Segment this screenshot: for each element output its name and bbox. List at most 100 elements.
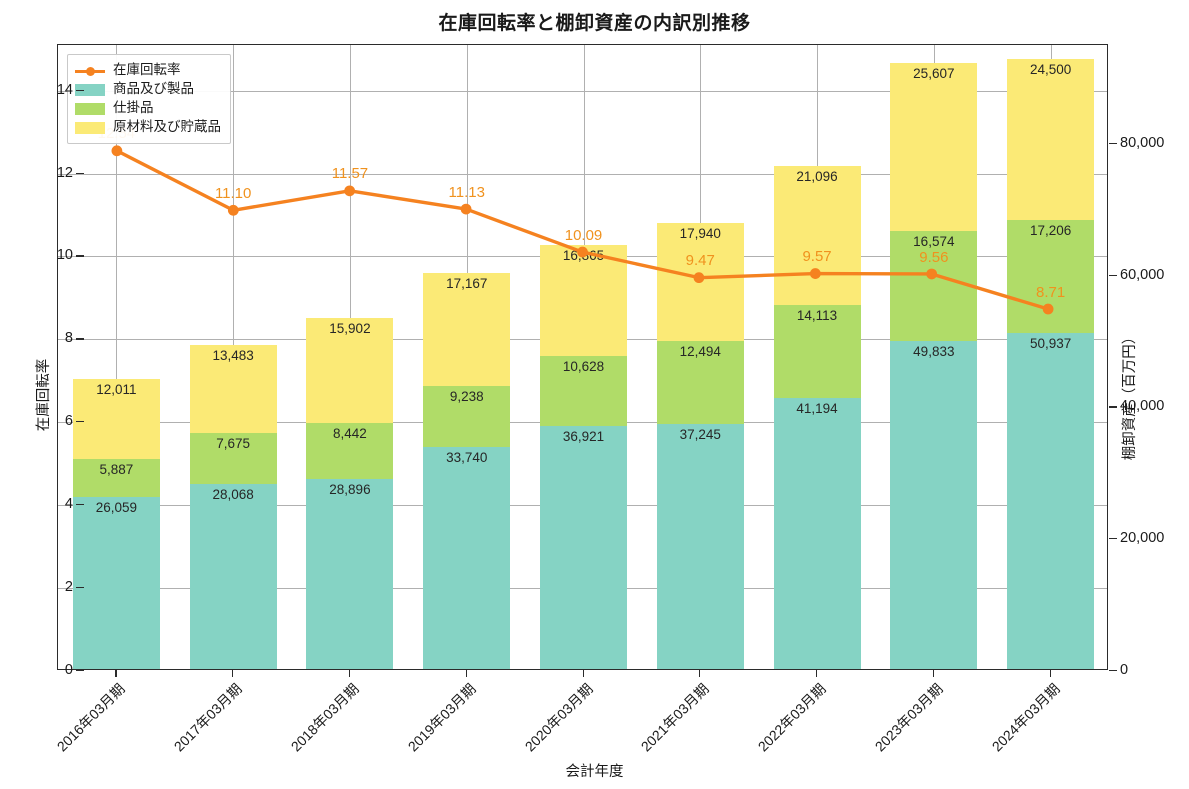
x-tick-label: 2020年03月期 [521,680,596,755]
bar-stack[interactable]: 28,068 7,675 13,483 [189,43,277,669]
line-marker[interactable] [809,268,821,279]
line-value-label: 11.13 [448,183,485,201]
bar-segment-2[interactable]: 10,628 [540,355,627,426]
plot-area: 26,059 5,887 12,011 28,068 7,675 13,483 28,896… [57,44,1108,670]
y-tick-left: 12 [57,165,84,181]
legend-item[interactable]: 商品及び製品 [75,80,221,99]
bar-segment-3[interactable]: 15,902 [306,318,394,423]
line-marker[interactable] [460,203,472,215]
legend-line-icon [75,65,105,77]
legend-label: 商品及び製品 [113,81,194,97]
bar-stack[interactable]: 37,245 12,494 17,940 [656,43,744,669]
bar-value-label: 5,887 [99,461,134,477]
legend-swatch [75,102,105,115]
line-value-label: 9.56 [919,248,949,266]
bar-segment-1[interactable]: 41,194 [773,397,861,669]
bar-value-label: 7,675 [216,436,251,452]
y-axis-left-label: 在庫回転率 [35,358,52,431]
tick-mark [1109,538,1117,540]
line-marker[interactable] [111,145,123,157]
bar-segment-2[interactable]: 14,113 [773,304,861,398]
bar-segment-1[interactable]: 28,896 [306,478,394,669]
bar-stack[interactable]: 26,059 5,887 12,011 [72,43,160,669]
bar-value-label: 10,628 [562,358,605,374]
bar-segment-1[interactable]: 28,068 [189,484,277,669]
line-marker[interactable] [227,204,239,216]
bar-segment-1[interactable]: 49,833 [890,340,978,669]
bar-segment-1[interactable]: 33,740 [423,446,511,669]
bar-segment-3[interactable]: 24,500 [1007,58,1095,220]
bar-segment-1[interactable]: 26,059 [72,497,160,669]
bar-segment-2[interactable]: 8,442 [306,422,394,479]
bar-segment-1[interactable]: 36,921 [540,425,627,669]
bar-value-label: 17,167 [446,275,488,291]
tick-mark [76,338,84,340]
legend-item[interactable]: 原材料及び貯蔵品 [75,118,221,137]
bar-stack[interactable]: 41,194 14,113 21,096 [773,43,861,669]
x-tick-label: 2023年03月期 [871,680,946,755]
bar-segment-2[interactable]: 5,887 [72,458,160,498]
bar-segment-2[interactable]: 17,206 [1007,219,1095,334]
bar-value-label: 37,245 [679,426,721,442]
line-value-label: 11.57 [331,165,369,183]
bar-stack[interactable]: 49,833 16,574 25,607 [890,43,978,669]
x-tick-mark [348,670,351,677]
bar-segment-1[interactable]: 37,245 [656,423,744,669]
bar-value-label: 12,011 [96,382,137,398]
bar-stack[interactable]: 33,740 9,238 17,167 [423,43,511,669]
gridline [58,173,1107,175]
legend-item[interactable]: 在庫回転率 [75,61,221,80]
legend-swatch [75,83,105,96]
line-marker[interactable] [693,272,705,284]
x-tick-mark [582,670,584,677]
x-tick-mark [932,670,935,677]
bar-segment-3[interactable]: 16,865 [540,244,627,356]
bar-value-label: 26,059 [95,500,138,516]
tick-mark [1109,670,1117,672]
x-tick-label: 2021年03月期 [637,680,712,755]
tick-mark [1109,274,1117,276]
bar-segment-3[interactable]: 21,096 [773,165,861,305]
bar-value-label: 33,740 [446,449,488,465]
line-marker[interactable] [577,246,588,258]
bar-stack[interactable]: 36,921 10,628 16,865 [540,43,627,669]
bar-segment-2[interactable]: 12,494 [656,341,744,424]
bar-segment-1[interactable]: 50,937 [1007,333,1095,669]
line-value-label: 9.57 [802,248,832,266]
bar-segment-3[interactable]: 17,167 [423,272,511,386]
y-tick-left: 6 [65,413,84,429]
line-marker[interactable] [926,268,938,280]
bar-value-label: 41,194 [796,400,838,416]
tick-mark [76,670,84,672]
vertical-gridline [116,45,118,669]
x-tick-label: 2024年03月期 [988,680,1063,755]
y-tick-left: 0 [65,662,84,678]
line-marker[interactable] [344,185,356,197]
line-series [111,145,1054,315]
x-tick-mark [699,670,701,677]
bar-stack[interactable]: 28,896 8,442 15,902 [306,43,394,669]
gridline [58,90,1107,92]
bar-segment-2[interactable]: 16,574 [890,231,978,341]
line-marker[interactable] [1042,303,1054,315]
bar-segment-2[interactable]: 9,238 [423,385,511,447]
x-tick-label: 2016年03月期 [54,680,129,755]
bar-segment-3[interactable]: 25,607 [890,62,978,232]
line-value-label: 10.09 [564,226,603,244]
bar-segment-3[interactable]: 13,483 [189,344,277,434]
y-tick-left: 14 [57,82,84,98]
bar-segment-3[interactable]: 12,011 [72,379,160,459]
bar-value-label: 28,068 [212,487,254,503]
bar-value-label: 21,096 [796,168,838,184]
legend-label: 原材料及び貯蔵品 [113,119,221,135]
bar-segment-2[interactable]: 7,675 [189,433,277,485]
bar-value-label: 8,442 [333,425,367,441]
legend-label: 仕掛品 [113,100,154,116]
tick-mark [76,255,84,257]
y-tick-right: 40,000 [1109,398,1164,414]
legend-item[interactable]: 仕掛品 [75,99,221,118]
bar-stack[interactable]: 50,937 17,206 24,500 [1007,43,1095,669]
tick-mark [76,587,84,589]
bar-value-label: 17,940 [679,226,721,242]
bar-value-label: 14,113 [796,307,838,323]
